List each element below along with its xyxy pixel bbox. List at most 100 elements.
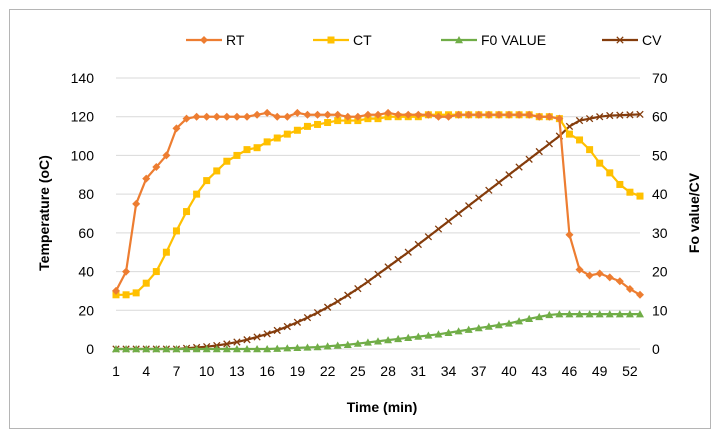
data-point-cv [475, 194, 483, 202]
x-tick-label: 4 [142, 363, 150, 379]
data-point-f0-value [494, 320, 503, 329]
y-tick-label-right: 0 [652, 341, 660, 357]
data-point-rt [484, 110, 493, 119]
data-point-ct [636, 192, 644, 200]
data-point-f0-value [454, 327, 463, 335]
x-tick-label: 52 [622, 363, 638, 379]
data-point-f0-value [414, 332, 423, 340]
data-point-rt [303, 110, 312, 119]
data-point-cv [374, 270, 382, 278]
data-point-cv [454, 209, 463, 218]
data-point-ct [616, 180, 624, 188]
data-point-cv [636, 110, 644, 119]
y-tick-label-right: 30 [652, 225, 668, 241]
x-tick-label: 43 [531, 363, 547, 379]
legend-entry-ct: CT [313, 32, 372, 48]
data-point-rt [222, 112, 231, 121]
data-point-f0-value [323, 342, 332, 350]
data-point-cv [223, 340, 231, 348]
data-point-cv [505, 171, 513, 179]
y-tick-label-left: 100 [71, 147, 95, 163]
data-point-f0-value [232, 345, 241, 353]
data-point-rt [605, 273, 614, 282]
data-point-rt [202, 112, 211, 121]
x-tick-label: 49 [592, 363, 608, 379]
data-point-f0-value [222, 345, 231, 353]
data-point-rt [535, 112, 544, 121]
data-point-cv [283, 322, 291, 331]
data-point-rt [404, 110, 413, 119]
data-point-f0-value [192, 345, 201, 353]
data-point-f0-value [162, 345, 171, 353]
y-tick-label-right: 20 [652, 264, 668, 280]
data-point-f0-value [474, 324, 483, 332]
data-point-cv [263, 330, 271, 338]
data-point-rt [494, 110, 503, 119]
data-point-rt [212, 112, 221, 121]
data-point-rt [565, 230, 574, 239]
data-point-f0-value [273, 344, 282, 352]
data-point-f0-value [142, 345, 151, 353]
x-tick-label: 16 [259, 363, 275, 379]
data-point-cv [414, 240, 422, 249]
data-point-ct [273, 134, 281, 142]
x-tick-label: 10 [199, 363, 215, 379]
x-tick-label: 19 [290, 363, 306, 379]
data-point-rt [293, 108, 302, 117]
data-point-cv [303, 313, 312, 322]
data-point-ct [324, 119, 332, 127]
data-point-f0-value [243, 345, 251, 353]
data-point-ct [132, 289, 140, 297]
x-tick-label: 13 [229, 363, 245, 379]
data-point-cv [585, 114, 594, 123]
data-point-f0-value [424, 331, 433, 339]
data-point-ct [303, 122, 311, 130]
x-tick-label: 34 [441, 363, 457, 379]
data-point-rt [253, 110, 262, 119]
data-point-rt [333, 110, 342, 119]
legend-label-cv: CV [642, 32, 662, 48]
data-point-f0-value [595, 310, 604, 318]
legend-entry-f0-value: F0 VALUE [441, 32, 546, 48]
data-point-rt [525, 110, 534, 119]
data-point-cv [525, 155, 533, 163]
data-point-f0-value [253, 345, 262, 353]
data-point-rt [615, 277, 624, 286]
data-point-f0-value [384, 336, 393, 344]
data-point-cv [313, 308, 322, 317]
y-axis-title-right: Fo value/CV [686, 172, 702, 253]
data-point-f0-value [283, 344, 292, 352]
data-point-rt [283, 112, 292, 121]
data-point-rt [122, 267, 131, 276]
series-group [112, 108, 644, 353]
legend-marker-cv [616, 36, 624, 44]
data-point-f0-value [212, 345, 221, 353]
data-point-ct [172, 227, 180, 235]
data-point-f0-value [263, 345, 272, 353]
data-point-rt [444, 112, 453, 121]
x-tick-label: 37 [471, 363, 487, 379]
data-point-rt [172, 124, 181, 133]
data-point-cv [515, 163, 523, 171]
data-point-f0-value [132, 345, 141, 353]
data-point-rt [313, 110, 322, 119]
data-point-ct [283, 130, 291, 138]
legend-marker-ct [327, 36, 335, 44]
data-point-rt [192, 112, 201, 121]
data-point-rt [112, 286, 120, 295]
data-point-ct [193, 190, 201, 198]
data-point-f0-value [484, 322, 493, 330]
data-point-f0-value [343, 340, 352, 348]
data-point-cv [404, 248, 412, 256]
y-axis-title-left: Temperature (oC) [36, 155, 52, 271]
data-point-rt [363, 110, 372, 119]
data-point-f0-value [615, 310, 624, 318]
x-tick-label: 7 [173, 363, 181, 379]
data-point-f0-value [172, 345, 181, 353]
data-point-f0-value [505, 319, 513, 327]
data-point-cv [354, 284, 362, 293]
data-point-ct [586, 146, 594, 154]
data-point-cv [565, 122, 574, 131]
series-f0-value [112, 310, 644, 353]
y-tick-label-right: 40 [652, 186, 668, 202]
